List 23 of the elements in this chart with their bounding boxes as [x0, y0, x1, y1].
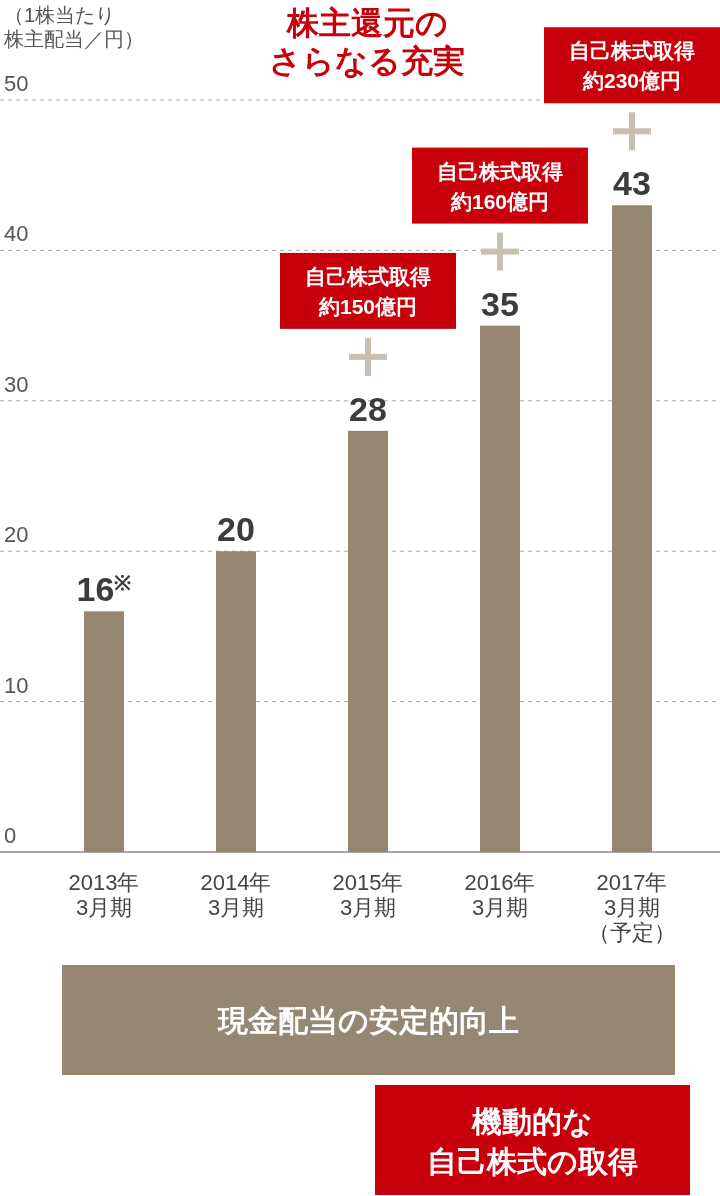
annotation: 自己株式取得約150億円	[305, 264, 431, 318]
text: 機動的な自己株式の取得	[427, 1105, 638, 1178]
x-tick-label: 2014年3月期	[200, 870, 272, 920]
x-tick-label: 2015年3月期	[332, 870, 404, 920]
data-label: 20	[217, 510, 255, 549]
annotation: 自己株式取得約160億円	[437, 159, 563, 213]
data-label: 16$^{※}$	[76, 570, 132, 609]
text: 現金配当の安定的向上	[217, 1004, 519, 1037]
x-tick-label: 2013年3月期	[68, 870, 140, 920]
y-tick-label: 50	[4, 71, 29, 96]
y-axis-title: （1株当たり株主配当／円）	[3, 4, 144, 50]
y-tick-label: 10	[4, 672, 29, 698]
x-tick-label: 2017年3月期（予定）	[588, 870, 676, 945]
data-label: 28	[349, 389, 387, 428]
data-label: 35	[481, 284, 519, 323]
text: 自己株式取得約230億円	[569, 39, 695, 93]
y-tick-label: 40	[4, 221, 29, 247]
y-tick-label: 20	[4, 522, 29, 548]
y-tick-label: 30	[4, 371, 29, 397]
data-label: 43	[613, 164, 651, 203]
y-tick-label: 0	[4, 823, 17, 848]
chart-title: 株主還元のさらなる充実	[269, 5, 465, 79]
x-tick-label: 2016年3月期	[464, 870, 536, 920]
